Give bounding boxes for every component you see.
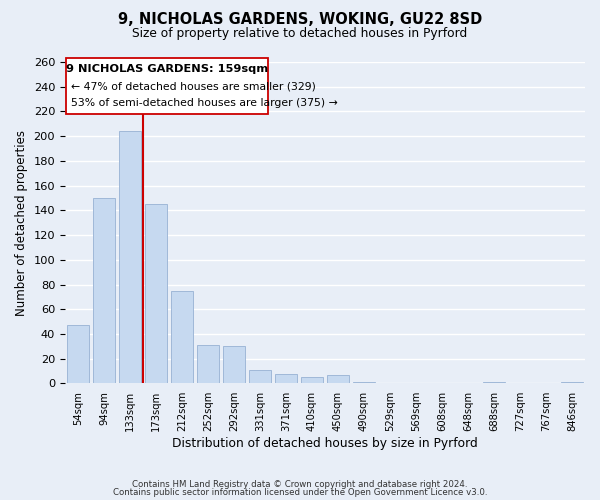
Bar — [171, 290, 193, 384]
FancyBboxPatch shape — [65, 58, 268, 114]
Bar — [223, 346, 245, 384]
Bar — [561, 382, 583, 384]
Text: Size of property relative to detached houses in Pyrford: Size of property relative to detached ho… — [133, 28, 467, 40]
Text: Contains public sector information licensed under the Open Government Licence v3: Contains public sector information licen… — [113, 488, 487, 497]
Text: 53% of semi-detached houses are larger (375) →: 53% of semi-detached houses are larger (… — [71, 98, 337, 108]
Bar — [93, 198, 115, 384]
Bar — [119, 131, 141, 384]
Bar — [483, 382, 505, 384]
Text: ← 47% of detached houses are smaller (329): ← 47% of detached houses are smaller (32… — [71, 82, 316, 92]
Bar — [301, 377, 323, 384]
Bar — [249, 370, 271, 384]
Bar — [197, 345, 219, 384]
Bar — [327, 375, 349, 384]
Y-axis label: Number of detached properties: Number of detached properties — [15, 130, 28, 316]
Text: 9 NICHOLAS GARDENS: 159sqm: 9 NICHOLAS GARDENS: 159sqm — [66, 64, 268, 74]
Text: Contains HM Land Registry data © Crown copyright and database right 2024.: Contains HM Land Registry data © Crown c… — [132, 480, 468, 489]
Bar — [353, 382, 375, 384]
Text: 9, NICHOLAS GARDENS, WOKING, GU22 8SD: 9, NICHOLAS GARDENS, WOKING, GU22 8SD — [118, 12, 482, 28]
Bar — [67, 326, 89, 384]
Bar — [275, 374, 297, 384]
Bar — [145, 204, 167, 384]
X-axis label: Distribution of detached houses by size in Pyrford: Distribution of detached houses by size … — [172, 437, 478, 450]
